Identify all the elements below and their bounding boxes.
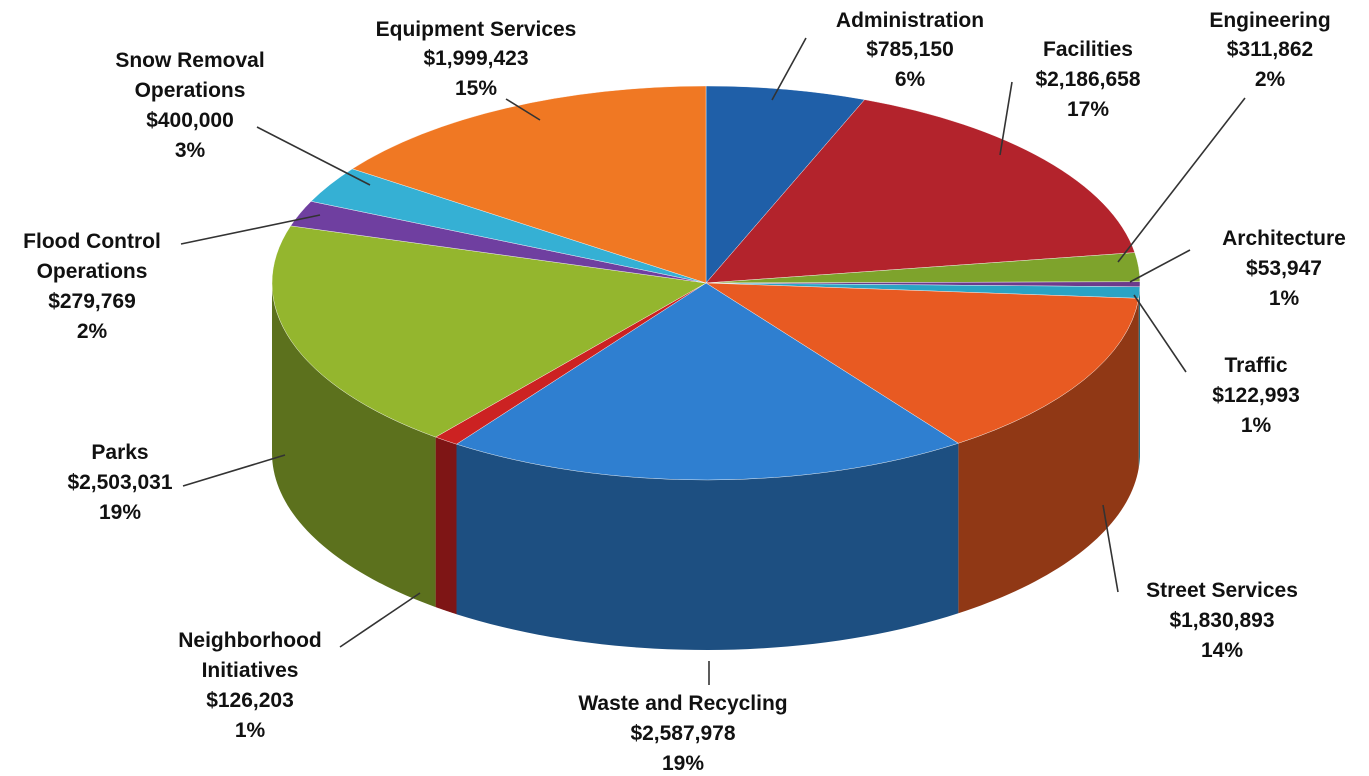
slice-side-4 [1138, 286, 1140, 469]
slice-6 [456, 282, 959, 481]
slice-label-name-4: Traffic [1224, 354, 1287, 377]
slice-label-value-8: $2,503,031 [67, 471, 172, 494]
pie-sides [272, 283, 1140, 650]
slice-label-name-10: Snow Removal [115, 49, 264, 72]
leader-line-1 [999, 81, 1013, 156]
slice-label-value-6: $2,587,978 [630, 722, 735, 745]
slice-side-8 [272, 283, 436, 608]
slice-label-value-11: $1,999,423 [423, 47, 528, 70]
slice-label-percent-6: 19% [662, 752, 704, 775]
slice-label-name-2: Engineering [1209, 9, 1330, 32]
slice-side-5 [958, 298, 1139, 614]
slice-label-percent-10: 3% [175, 139, 206, 162]
slice-label-name-8: Parks [91, 441, 148, 464]
slice-label-value-7: $126,203 [206, 689, 294, 712]
leader-line-10 [256, 126, 371, 186]
slice-side-6 [456, 443, 959, 650]
slice-label-value-4: $122,993 [1212, 384, 1300, 407]
leader-line-4 [1133, 294, 1187, 373]
slice-0 [705, 85, 865, 284]
slice-label-value-2: $311,862 [1227, 38, 1313, 61]
slice-label-value-10: $400,000 [146, 109, 234, 132]
slice-label-percent-2: 2% [1255, 68, 1286, 91]
leader-lines [180, 37, 1246, 685]
slice-label-name-7: Neighborhood [178, 629, 321, 652]
leader-line-3 [1129, 249, 1191, 283]
slice-label-name-6: Waste and Recycling [578, 692, 787, 715]
slice-label-percent-5: 14% [1201, 639, 1243, 662]
slice-1 [705, 99, 1136, 284]
pie-top [271, 85, 1141, 481]
slice-label-percent-0: 6% [895, 68, 926, 91]
slice-label-percent-4: 1% [1241, 414, 1272, 437]
slice-label-percent-9: 2% [77, 320, 108, 343]
slice-side-7 [435, 437, 457, 615]
slice-label-percent-1: 17% [1067, 98, 1109, 121]
leader-line-7 [339, 592, 421, 648]
slice-label-name-5: Street Services [1146, 579, 1298, 602]
slice-label-name-0: Administration [836, 9, 984, 32]
slice-labels: Administration $785,150 6% Facilities $2,186… [23, 9, 1346, 775]
slice-label-name-9: Operations [37, 260, 148, 283]
slice-label-value-9: $279,769 [48, 290, 136, 313]
slice-label-value-3: $53,947 [1246, 257, 1322, 280]
slice-label-name-11: Equipment Services [376, 18, 577, 41]
leader-line-5 [1102, 504, 1119, 593]
slice-label-percent-11: 15% [455, 77, 497, 100]
leader-line-0 [771, 37, 807, 101]
slice-label-name-3: Architecture [1222, 227, 1346, 250]
slice-11 [351, 85, 707, 284]
slice-label-name-9: Flood Control [23, 230, 161, 253]
slice-label-value-1: $2,186,658 [1035, 68, 1140, 91]
slice-label-name-7: Initiatives [202, 659, 299, 682]
leader-line-11 [505, 98, 541, 121]
slice-label-name-1: Facilities [1043, 38, 1133, 61]
slice-5 [705, 282, 1139, 444]
slice-8 [271, 225, 707, 438]
slice-label-value-0: $785,150 [866, 38, 954, 61]
leader-line-9 [180, 214, 321, 245]
slice-label-percent-8: 19% [99, 501, 141, 524]
slice-label-name-10: Operations [135, 79, 246, 102]
leader-line-2 [1117, 97, 1246, 263]
slice-label-percent-7: 1% [235, 719, 266, 742]
leader-line-8 [182, 454, 286, 487]
slice-label-value-5: $1,830,893 [1169, 609, 1274, 632]
slice-label-percent-3: 1% [1269, 287, 1300, 310]
